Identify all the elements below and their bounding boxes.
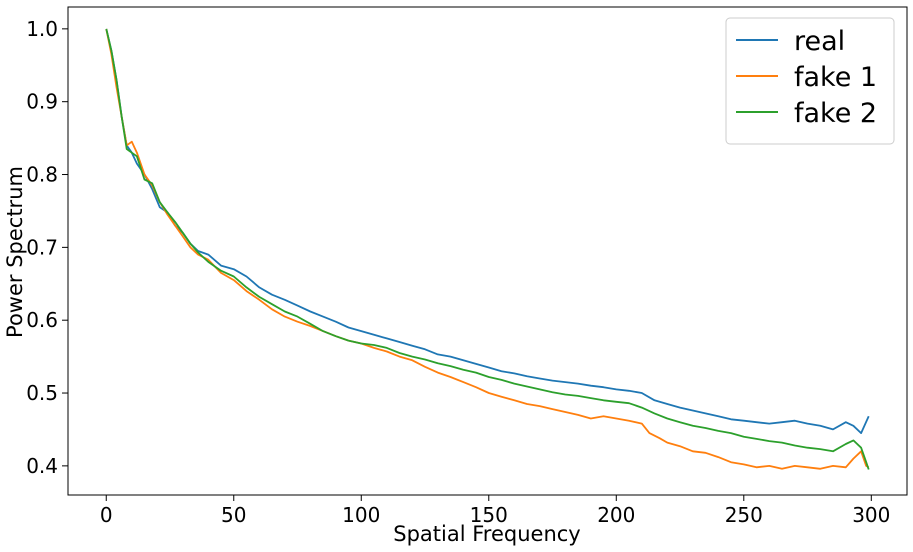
x-tick-label: 250 bbox=[725, 503, 763, 527]
plot-frame bbox=[67, 6, 908, 496]
legend-label: fake 2 bbox=[794, 98, 877, 129]
y-tick-label: 0.6 bbox=[26, 308, 58, 332]
y-tick-label: 0.9 bbox=[26, 90, 58, 114]
plot-lines bbox=[105, 28, 870, 470]
y-axis-title: Power Spectrum bbox=[3, 166, 27, 338]
y-tick-label: 0.8 bbox=[26, 163, 58, 187]
legend-label: fake 1 bbox=[794, 62, 877, 93]
x-tick-label: 100 bbox=[342, 503, 380, 527]
x-tick-label: 0 bbox=[100, 503, 113, 527]
y-tick-label: 0.4 bbox=[26, 454, 58, 478]
legend: real fake 1 fake 2 bbox=[725, 17, 895, 145]
x-tick-label: 150 bbox=[470, 503, 508, 527]
series-line-fake-1 bbox=[105, 28, 870, 470]
x-axis-title: Spatial Frequency bbox=[393, 522, 580, 546]
y-tick-label: 0.5 bbox=[26, 381, 58, 405]
y-tick-label: 0.7 bbox=[26, 235, 58, 259]
series-line-fake-2 bbox=[105, 28, 870, 470]
y-axis-ticks: 0.4 0.5 0.6 0.7 0.8 0.9 1.0 bbox=[26, 17, 68, 478]
x-tick-label: 300 bbox=[852, 503, 890, 527]
x-tick-label: 200 bbox=[597, 503, 635, 527]
x-tick-label: 50 bbox=[221, 503, 246, 527]
legend-label: real bbox=[794, 26, 845, 57]
y-tick-label: 1.0 bbox=[26, 17, 58, 41]
x-axis-ticks: 0 50 100 150 200 250 300 bbox=[100, 495, 890, 527]
